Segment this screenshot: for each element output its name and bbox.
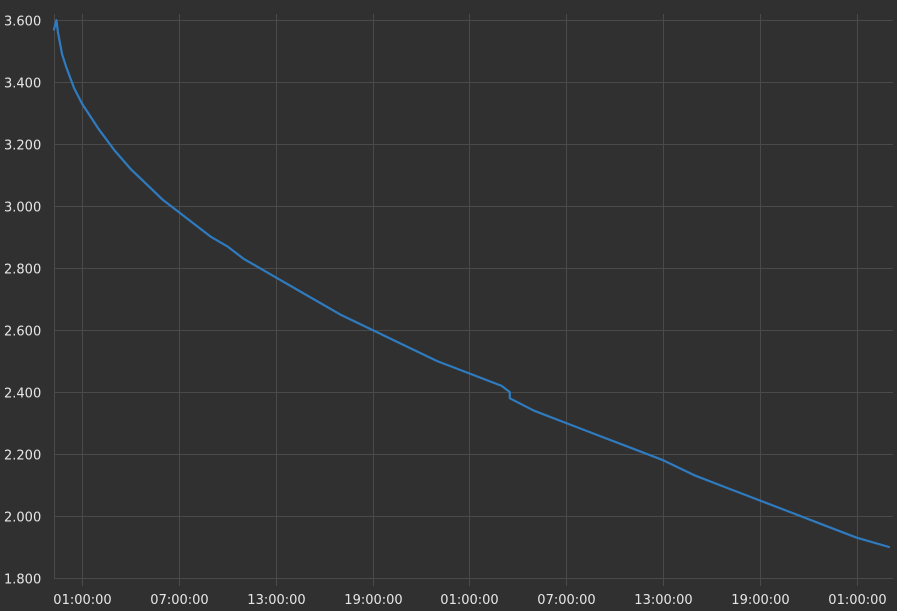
series-line (52, 19, 891, 549)
y-tick-label: 3.600 (4, 15, 41, 30)
vertical-gridlines (54, 14, 858, 586)
x-tick-label: 13:00:00 (634, 593, 692, 608)
x-tick-label: 01:00:00 (828, 593, 886, 608)
y-tick-label: 2.800 (4, 263, 41, 278)
x-axis-tick-labels: 01:00:00 07:00:00 13:00:00 19:00:00 01:00:00… (53, 593, 886, 608)
y-tick-label: 2.000 (4, 511, 41, 526)
y-tick-label: 3.200 (4, 139, 41, 154)
y-tick-label: 3.000 (4, 201, 41, 216)
x-tick-label: 13:00:00 (247, 593, 305, 608)
y-tick-label: 3.400 (4, 77, 41, 92)
y-axis-tick-labels: 1.800 2.000 2.200 2.400 2.600 2.800 3.000 3.200… (4, 15, 41, 588)
series-layer (52, 19, 891, 549)
x-tick-label: 01:00:00 (53, 593, 111, 608)
y-tick-label: 2.400 (4, 387, 41, 402)
y-tick-label: 2.600 (4, 325, 41, 340)
x-tick-label: 01:00:00 (440, 593, 498, 608)
y-tick-label: 2.200 (4, 449, 41, 464)
x-tick-label: 19:00:00 (344, 593, 402, 608)
x-tick-label: 19:00:00 (731, 593, 789, 608)
x-tick-label: 07:00:00 (537, 593, 595, 608)
y-tick-label: 1.800 (4, 573, 41, 588)
x-tick-label: 07:00:00 (150, 593, 208, 608)
horizontal-gridlines (54, 20, 893, 579)
